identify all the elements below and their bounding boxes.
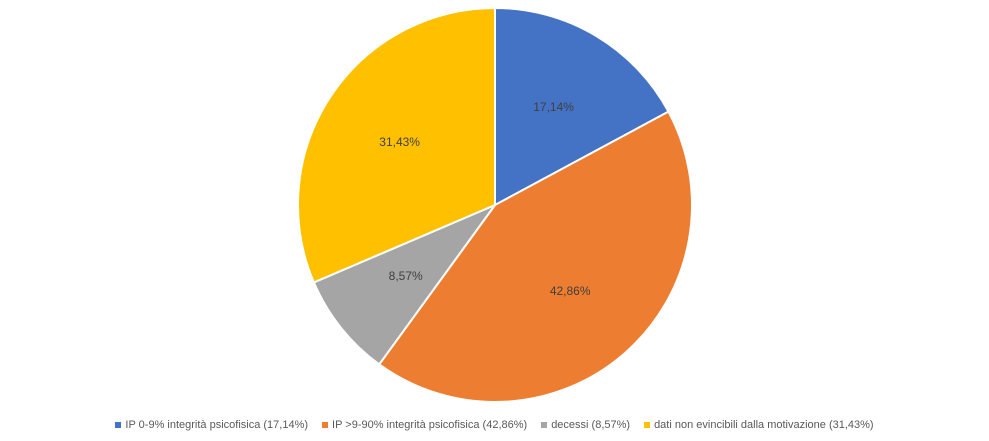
pie-slice-1 (494, 6, 670, 207)
pie-data-labels: 17,14% 42,86% 8,57% 31,43% (379, 100, 591, 298)
legend-swatch (115, 422, 122, 428)
slice-data-label: 31,43% (379, 135, 420, 149)
legend-label: dati non evincibili dalla motivazione (3… (654, 419, 874, 431)
slice-data-label: 42,86% (550, 284, 591, 298)
legend-swatch (541, 422, 548, 428)
legend-label: decessi (8,57%) (551, 419, 631, 431)
pie-slice-4 (297, 6, 496, 284)
pie-slice-3 (312, 202, 498, 366)
pie-slices (297, 6, 693, 403)
legend-item: dati non evincibili dalla motivazione (3… (644, 419, 874, 431)
legend-item: IP >9-90% integrità psicofisica (42,86%) (322, 419, 527, 431)
legend-label: IP 0-9% integrità psicofisica (17,14%) (125, 419, 309, 431)
slice-data-label: 8,57% (389, 269, 423, 283)
legend-item: IP 0-9% integrità psicofisica (17,14%) (115, 419, 308, 431)
legend-item: decessi (8,57%) (541, 419, 630, 431)
legend-label: IP >9-90% integrità psicofisica (42,86%) (332, 419, 528, 431)
legend-swatch (644, 422, 651, 428)
pie-slice-2 (377, 110, 693, 403)
chart-legend: IP 0-9% integrità psicofisica (17,14%) IP… (0, 419, 989, 431)
slice-data-label: 17,14% (533, 100, 574, 114)
legend-swatch (322, 422, 329, 428)
